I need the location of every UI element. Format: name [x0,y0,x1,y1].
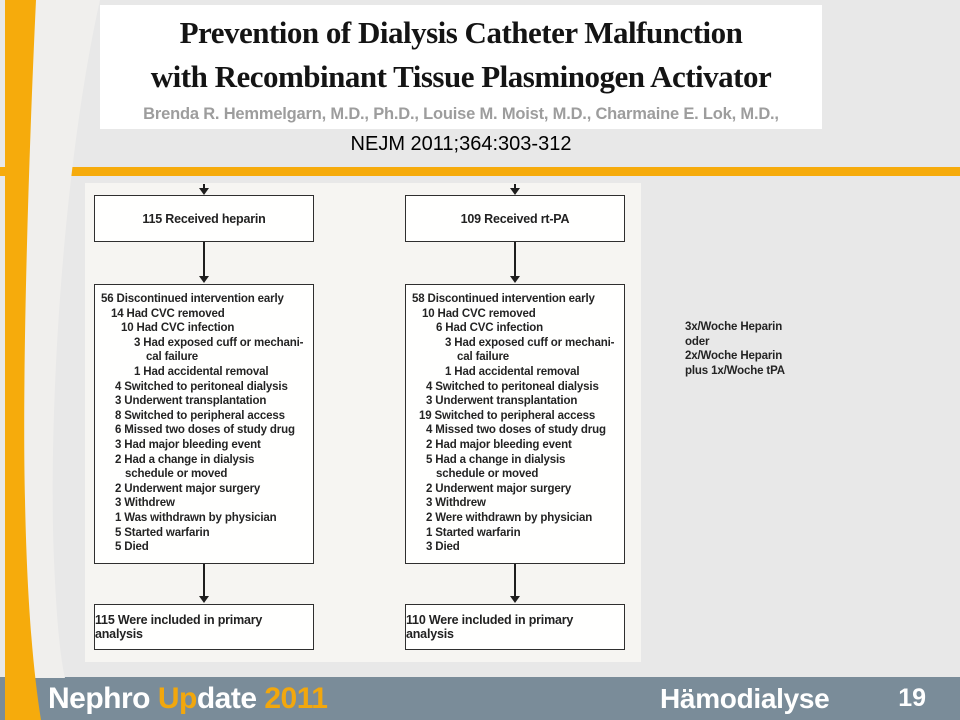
figure-text-line: 3 Had exposed cuff or mechani- [445,336,615,349]
figure-text-line: 3 Died [426,541,460,554]
page-number: 19 [898,684,926,712]
figure-text-line: 2 Underwent major surgery [426,482,572,495]
flow-box-received-heparin: 115 Received heparin [94,195,314,242]
paper-authors: Brenda R. Hemmelgarn, M.D., Ph.D., Louis… [143,105,779,123]
figure-text-line: 1 Was withdrawn by physician [115,511,277,524]
figure-text-line: 2x/Woche Heparin [685,350,783,363]
brand-text-segment: 2011 [264,681,328,715]
treatment-annotation: 3x/Woche Heparin oder 2x/Woche Heparin plus… [685,320,935,378]
figure-text-line: 2 Had major bleeding event [426,438,572,451]
flow-box-primary-analysis-heparin: 115 Were included in primary analysis [94,604,314,650]
flow-arrowhead-stub-right [510,188,520,195]
figure-text-line: 2 Underwent major surgery [115,482,261,495]
figure-text-line: 56 Discontinued intervention early [101,293,284,305]
figure-text-line: cal failure [146,351,199,364]
journal-citation: NEJM 2011;364:303-312 [350,133,572,155]
figure-text-line: 4 Switched to peritoneal dialysis [426,380,599,393]
brand-text-segment: Nephro [48,681,158,715]
figure-text-line: 19 Switched to peripheral access [419,409,596,422]
paper-title-line-1: Prevention of Dialysis Catheter Malfunct… [179,15,743,50]
figure-text-line: 3 Underwent transplantation [115,395,267,408]
paper-title: Prevention of Dialysis Catheter Malfunct… [100,5,822,99]
footer-section-label: Hämodialyse [660,682,830,714]
paper-title-line-2: with Recombinant Tissue Plasminogen Acti… [150,59,772,94]
flow-box-discontinued-rtpa: 58 Discontinued intervention early 10 Had… [405,284,625,564]
figure-text-line: oder [685,335,710,348]
flow-box-received-rtpa-label: 109 Received rt-PA [460,211,570,226]
figure-text-line: 10 Had CVC infection [121,322,235,335]
figure-text-line: schedule or moved [125,468,228,481]
consort-flow-figure: 115 Received heparin 109 Received rt-PA … [85,183,641,662]
figure-text-line: 5 Died [115,541,149,554]
figure-text-line: 3 Underwent transplantation [426,395,578,408]
flow-arrowhead-right-2 [510,596,520,603]
flow-box-received-rtpa: 109 Received rt-PA [405,195,625,242]
figure-text-line: schedule or moved [436,468,539,481]
swoosh-orange-band [5,0,41,720]
brand-text-segment: date [196,681,265,715]
figure-text-line: 6 Had CVC infection [436,322,544,335]
brand-text-segment: Up [157,681,198,715]
flow-arrowhead-left-1 [199,276,209,283]
figure-text-line: 3 Withdrew [426,497,486,510]
figure-text-line: plus 1x/Woche tPA [685,364,785,377]
flow-arrow-left-1 [203,242,205,277]
flow-arrow-stub-left [203,184,205,189]
figure-text-line: 3 Had exposed cuff or mechani- [134,336,304,349]
figure-text-line: 4 Missed two doses of study drug [426,424,606,437]
figure-text-line: 4 Switched to peritoneal dialysis [115,380,288,393]
figure-text-line: 6 Missed two doses of study drug [115,424,295,437]
flow-box-discontinued-heparin: 56 Discontinued intervention early 14 Had… [94,284,314,564]
figure-text-line: 1 Had accidental removal [134,365,269,378]
flow-arrowhead-left-2 [199,596,209,603]
figure-text-line: 2 Were withdrawn by physician [426,511,593,524]
figure-text-line: 10 Had CVC removed [422,307,536,320]
conference-brand: Nephro Up date 2011 [48,677,328,720]
flow-box-primary-analysis-heparin-label: 115 Were included in primary analysis [95,613,263,641]
figure-text-line: 58 Discontinued intervention early [412,293,595,305]
flow-box-primary-analysis-rtpa-label: 110 Were included in primary analysis [406,613,574,641]
flow-arrow-right-1 [514,242,516,277]
flow-box-primary-analysis-rtpa: 110 Were included in primary analysis [405,604,625,650]
paper-title-card: Prevention of Dialysis Catheter Malfunct… [100,5,822,129]
figure-text-line: 3 Had major bleeding event [115,438,261,451]
figure-text-line: cal failure [457,351,510,364]
figure-text-line: 1 Had accidental removal [445,365,580,378]
figure-text-line: 14 Had CVC removed [111,307,225,320]
flow-arrow-left-2 [203,564,205,597]
figure-text-line: 3 Withdrew [115,497,175,510]
flow-arrowhead-stub-left [199,188,209,195]
figure-text-line: 3x/Woche Heparin [685,321,783,333]
accent-divider [0,167,960,176]
figure-text-line: 5 Started warfarin [115,526,210,539]
footer-bar: Nephro Up date 2011 Hämodialyse 19 [0,677,960,720]
figure-text-line: 1 Started warfarin [426,526,521,539]
figure-text-line: 2 Had a change in dialysis [115,453,255,466]
flow-arrow-stub-right [514,184,516,189]
flow-arrow-right-2 [514,564,516,597]
figure-text-line: 5 Had a change in dialysis [426,453,566,466]
flow-arrowhead-right-1 [510,276,520,283]
flow-box-received-heparin-label: 115 Received heparin [142,211,266,226]
figure-text-line: 8 Switched to peripheral access [115,409,285,422]
